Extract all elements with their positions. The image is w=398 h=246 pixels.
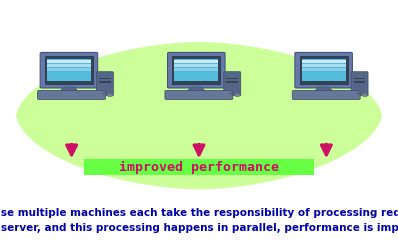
FancyBboxPatch shape (165, 91, 233, 99)
FancyBboxPatch shape (172, 56, 220, 84)
FancyBboxPatch shape (300, 56, 348, 84)
FancyBboxPatch shape (96, 72, 113, 95)
FancyBboxPatch shape (47, 64, 91, 67)
Polygon shape (16, 42, 382, 189)
FancyBboxPatch shape (302, 59, 345, 81)
Text: Because multiple machines each take the responsibility of processing requests: Because multiple machines each take the … (0, 208, 398, 218)
Polygon shape (60, 87, 78, 91)
FancyBboxPatch shape (174, 68, 218, 71)
Polygon shape (314, 87, 333, 91)
FancyBboxPatch shape (174, 60, 218, 63)
FancyBboxPatch shape (226, 81, 238, 82)
Text: improved performance: improved performance (119, 161, 279, 174)
FancyBboxPatch shape (47, 60, 91, 63)
FancyBboxPatch shape (40, 52, 98, 88)
FancyBboxPatch shape (354, 78, 365, 79)
Ellipse shape (107, 93, 113, 96)
FancyBboxPatch shape (302, 68, 345, 71)
FancyBboxPatch shape (47, 59, 91, 81)
FancyBboxPatch shape (168, 52, 225, 88)
FancyBboxPatch shape (224, 72, 241, 95)
FancyBboxPatch shape (174, 64, 218, 67)
Text: to the server, and this processing happens in parallel, performance is improved.: to the server, and this processing happe… (0, 223, 398, 232)
Ellipse shape (362, 93, 368, 96)
FancyBboxPatch shape (174, 59, 218, 81)
FancyBboxPatch shape (47, 68, 91, 71)
FancyBboxPatch shape (295, 52, 352, 88)
Ellipse shape (234, 93, 240, 96)
FancyBboxPatch shape (84, 159, 314, 175)
Polygon shape (187, 87, 205, 91)
FancyBboxPatch shape (302, 64, 345, 67)
FancyBboxPatch shape (226, 78, 238, 79)
FancyBboxPatch shape (99, 81, 111, 82)
FancyBboxPatch shape (302, 60, 345, 63)
FancyBboxPatch shape (351, 72, 368, 95)
FancyBboxPatch shape (37, 91, 105, 99)
FancyBboxPatch shape (292, 91, 360, 99)
FancyBboxPatch shape (354, 81, 365, 82)
FancyBboxPatch shape (99, 78, 111, 79)
FancyBboxPatch shape (45, 56, 93, 84)
